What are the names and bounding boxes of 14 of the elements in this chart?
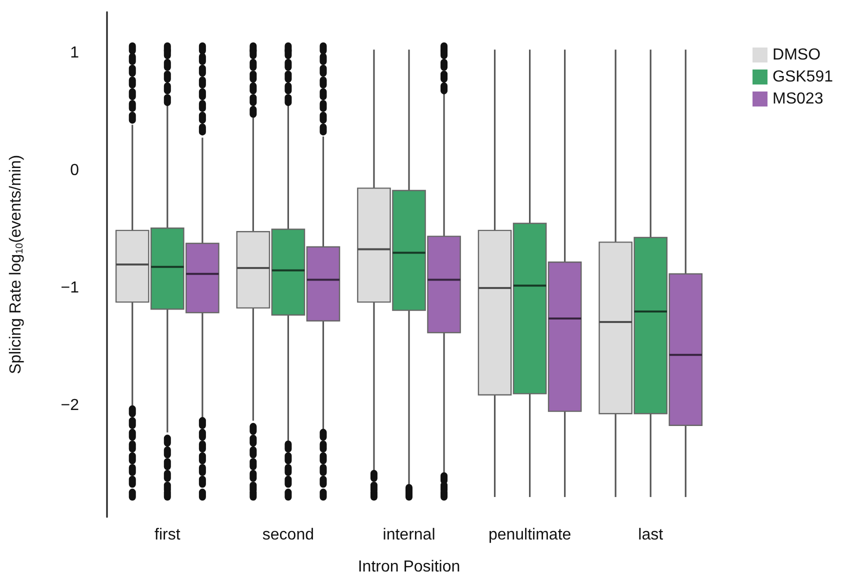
y-tick-label: 0 [70, 162, 80, 180]
legend-label: GSK591 [772, 68, 834, 86]
y-tick-label: −2 [60, 396, 80, 414]
x-tick-label: penultimate [488, 526, 572, 544]
x-tick-label: last [638, 526, 664, 544]
x-tick-label: internal [382, 526, 436, 544]
x-tick-label: first [154, 526, 181, 544]
legend-label: DMSO [772, 46, 821, 64]
y-axis-title: Splicing Rate log10(events/min) [8, 154, 26, 374]
y-tick-label: −1 [60, 279, 80, 296]
x-axis-title: Intron Position [358, 558, 460, 576]
legend-label: MS023 [772, 90, 824, 108]
x-tick-label: second [262, 526, 314, 544]
y-tick-label: 1 [70, 44, 80, 62]
